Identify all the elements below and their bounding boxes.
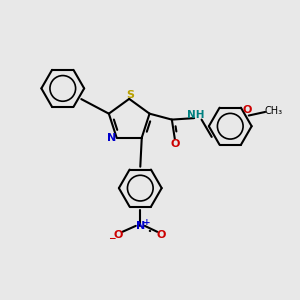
Text: −: − bbox=[108, 234, 115, 243]
Text: N: N bbox=[106, 133, 116, 142]
Text: O: O bbox=[157, 230, 166, 240]
Text: S: S bbox=[127, 90, 135, 100]
Text: N: N bbox=[136, 221, 145, 231]
Text: O: O bbox=[170, 139, 179, 149]
Text: +: + bbox=[143, 218, 151, 227]
Text: O: O bbox=[113, 230, 123, 240]
Text: NH: NH bbox=[187, 110, 204, 120]
Text: CH₃: CH₃ bbox=[264, 106, 282, 116]
Text: O: O bbox=[243, 105, 252, 115]
